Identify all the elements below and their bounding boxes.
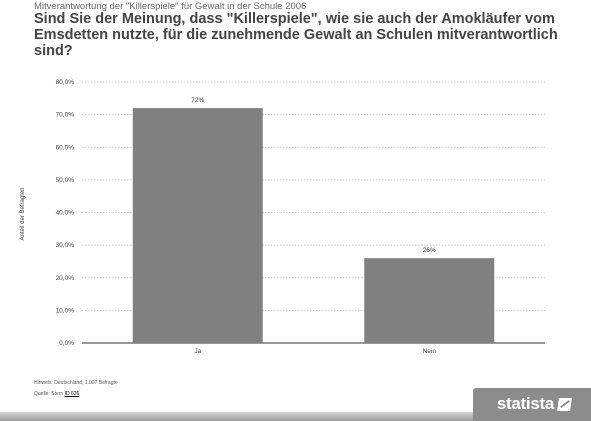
y-axis-label: Anteil der Befragten <box>20 187 26 240</box>
data-label: 72% <box>191 97 204 104</box>
y-tick-label: 10,0% <box>56 307 75 314</box>
brand-name: statista <box>496 394 554 413</box>
bar-ja[interactable] <box>132 108 263 343</box>
y-tick-label: 30,0% <box>56 242 75 249</box>
brand-tab <box>473 388 591 421</box>
y-tick-label: 40,0% <box>56 210 75 217</box>
bars <box>132 108 495 343</box>
x-tick-label: Ja <box>194 348 201 355</box>
data-labels: 72% 26% <box>191 97 436 254</box>
y-tick-label: 60,0% <box>56 144 75 151</box>
statista-mark-icon <box>557 397 572 411</box>
source-prefix: Quelle: Stern <box>34 391 65 397</box>
brand-bar <box>0 412 591 421</box>
y-axis-ticks: 0,0% 10,0% 20,0% 30,0% 40,0% 50,0% 60,0% 70,0% 8… <box>56 79 75 347</box>
statista-logo[interactable]: statista <box>496 394 572 414</box>
y-tick-label: 50,0% <box>56 177 75 184</box>
y-tick-label: 80,0% <box>56 79 75 86</box>
data-label: 26% <box>423 247 436 254</box>
x-tick-label: Nein <box>423 348 437 355</box>
y-tick-label: 70,0% <box>56 112 75 119</box>
bar-nein[interactable] <box>364 258 495 343</box>
y-tick-label: 20,0% <box>56 275 75 282</box>
source-id-link[interactable]: ID 626 <box>64 391 80 397</box>
chart-subtitle: Mitverantwortung der "Killerspiele" für … <box>34 1 307 12</box>
chart-title: Sind Sie der Meinung, dass "Killerspiele… <box>34 11 558 59</box>
x-axis-ticks: Ja Nein <box>194 348 436 355</box>
y-tick-label: 0,0% <box>59 340 74 347</box>
footer-source: Quelle: Stern ID 626 <box>34 391 79 397</box>
footer-note: Hinweis: Deutschland; 1.007 Befragte <box>34 380 118 386</box>
